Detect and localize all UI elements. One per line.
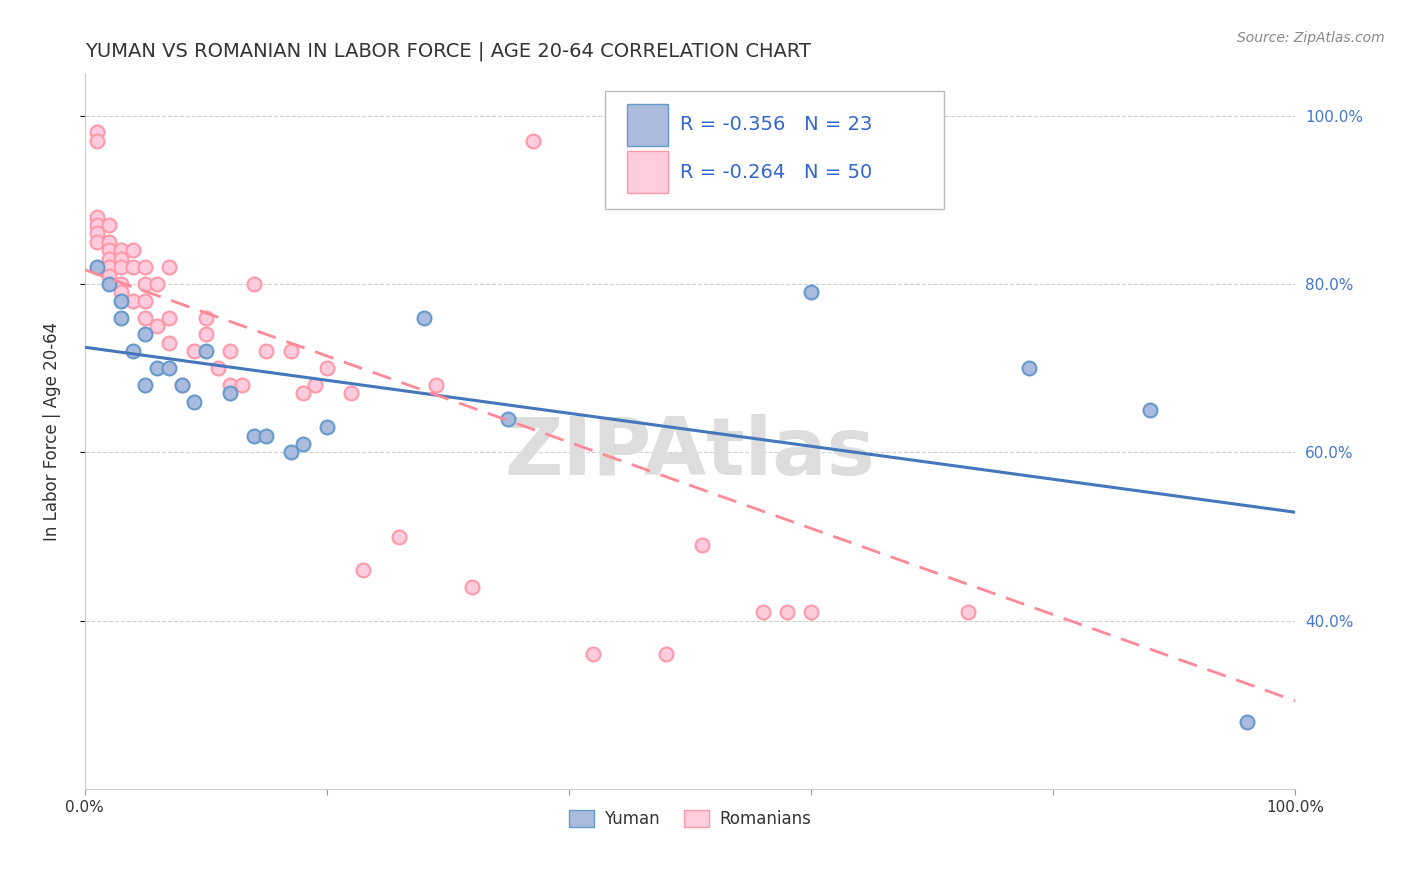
- Point: [207, 361, 229, 376]
- Point: [219, 344, 242, 359]
- Point: [243, 277, 266, 291]
- Legend: Yuman, Romanians: Yuman, Romanians: [562, 803, 818, 835]
- Point: [582, 648, 605, 662]
- Text: R = -0.264   N = 50: R = -0.264 N = 50: [681, 162, 873, 182]
- Point: [291, 437, 314, 451]
- Point: [751, 606, 773, 620]
- Point: [340, 386, 363, 401]
- Point: [97, 235, 120, 249]
- Point: [86, 235, 108, 249]
- Point: [122, 244, 145, 258]
- Point: [522, 134, 544, 148]
- Point: [110, 310, 132, 325]
- Point: [194, 310, 217, 325]
- Point: [1139, 403, 1161, 417]
- Point: [254, 428, 277, 442]
- Point: [254, 344, 277, 359]
- Point: [134, 327, 156, 342]
- Point: [231, 378, 253, 392]
- Point: [315, 361, 337, 376]
- Point: [183, 344, 205, 359]
- Point: [280, 445, 302, 459]
- Point: [97, 218, 120, 232]
- Point: [86, 210, 108, 224]
- Point: [194, 327, 217, 342]
- Point: [824, 134, 846, 148]
- Point: [800, 285, 823, 300]
- Point: [776, 606, 799, 620]
- Point: [219, 386, 242, 401]
- Point: [110, 285, 132, 300]
- Point: [110, 252, 132, 266]
- Point: [1018, 361, 1040, 376]
- Point: [498, 411, 520, 425]
- Text: ZIPAtlas: ZIPAtlas: [505, 414, 876, 491]
- Point: [219, 378, 242, 392]
- Point: [243, 428, 266, 442]
- Point: [134, 310, 156, 325]
- Point: [159, 260, 181, 274]
- Point: [122, 260, 145, 274]
- Point: [134, 277, 156, 291]
- Point: [800, 606, 823, 620]
- Point: [159, 361, 181, 376]
- Point: [280, 344, 302, 359]
- Point: [86, 227, 108, 241]
- Point: [957, 606, 980, 620]
- FancyBboxPatch shape: [605, 91, 945, 210]
- Point: [352, 563, 374, 577]
- Point: [461, 580, 484, 594]
- Text: R = -0.356   N = 23: R = -0.356 N = 23: [681, 115, 873, 135]
- Point: [110, 293, 132, 308]
- Point: [194, 344, 217, 359]
- Text: Source: ZipAtlas.com: Source: ZipAtlas.com: [1237, 31, 1385, 45]
- Point: [159, 310, 181, 325]
- Point: [86, 125, 108, 139]
- Point: [86, 260, 108, 274]
- Point: [1236, 714, 1258, 729]
- Point: [690, 538, 713, 552]
- Point: [97, 260, 120, 274]
- Point: [110, 244, 132, 258]
- Point: [134, 378, 156, 392]
- Point: [134, 260, 156, 274]
- Point: [183, 395, 205, 409]
- Point: [110, 277, 132, 291]
- Point: [776, 134, 799, 148]
- Text: YUMAN VS ROMANIAN IN LABOR FORCE | AGE 20-64 CORRELATION CHART: YUMAN VS ROMANIAN IN LABOR FORCE | AGE 2…: [84, 42, 811, 62]
- Point: [388, 530, 411, 544]
- FancyBboxPatch shape: [627, 103, 668, 146]
- Point: [159, 335, 181, 350]
- Point: [170, 378, 193, 392]
- Point: [97, 252, 120, 266]
- Point: [134, 293, 156, 308]
- Point: [412, 310, 434, 325]
- Point: [146, 319, 169, 334]
- Point: [97, 277, 120, 291]
- Point: [97, 244, 120, 258]
- Point: [86, 218, 108, 232]
- Point: [291, 386, 314, 401]
- FancyBboxPatch shape: [627, 151, 668, 194]
- Point: [122, 293, 145, 308]
- Point: [170, 378, 193, 392]
- Point: [304, 378, 326, 392]
- Point: [315, 420, 337, 434]
- Point: [146, 361, 169, 376]
- Point: [425, 378, 447, 392]
- Y-axis label: In Labor Force | Age 20-64: In Labor Force | Age 20-64: [44, 322, 60, 541]
- Point: [86, 134, 108, 148]
- Point: [122, 344, 145, 359]
- Point: [110, 260, 132, 274]
- Point: [146, 277, 169, 291]
- Point: [97, 268, 120, 283]
- Point: [654, 648, 676, 662]
